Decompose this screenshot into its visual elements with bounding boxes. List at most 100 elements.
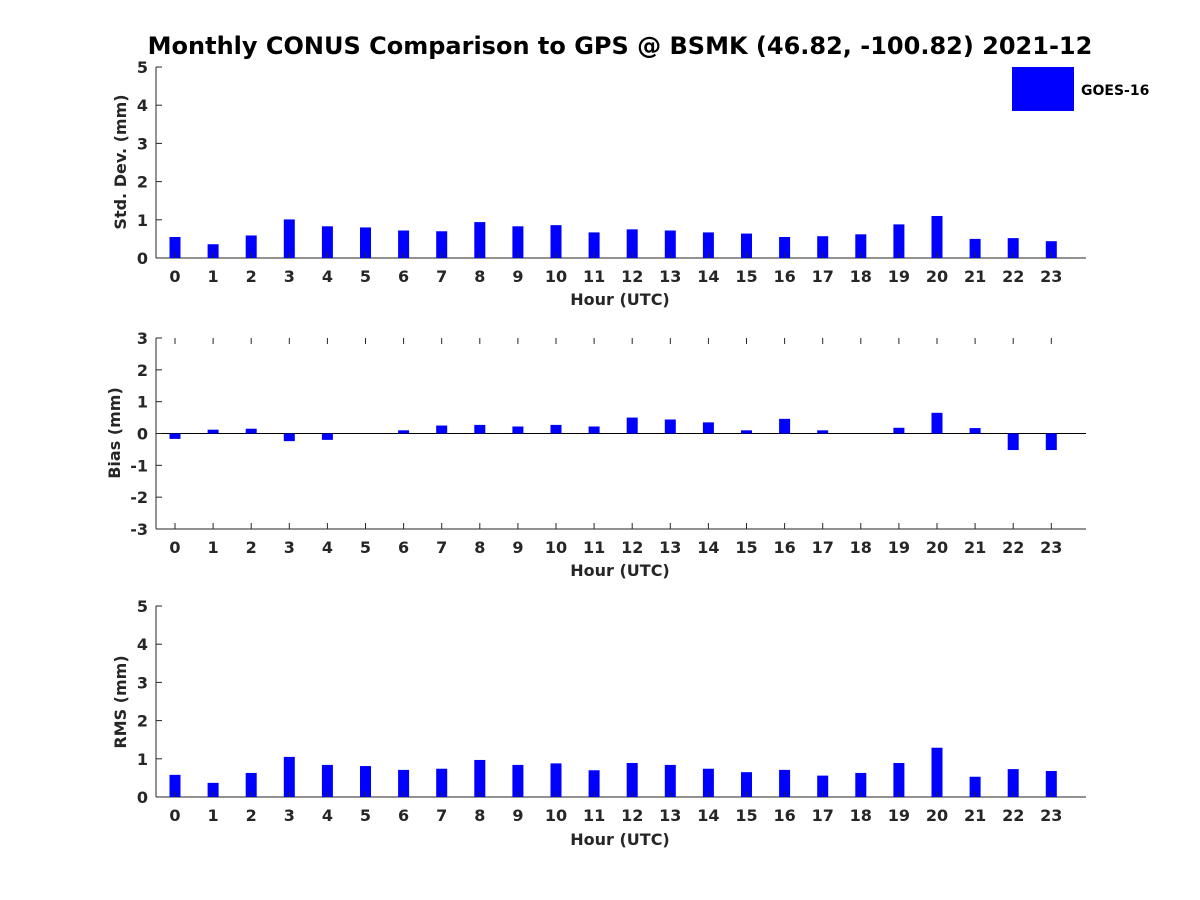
chart-title: Monthly CONUS Comparison to GPS @ BSMK (… <box>148 32 1093 60</box>
std-dev-x-tick-label: 9 <box>512 267 523 286</box>
std-dev-bar-hour-8 <box>474 222 486 258</box>
std-dev-x-tick-label: 7 <box>436 267 447 286</box>
rms-bar-hour-9 <box>512 764 524 797</box>
rms-bar-hour-5 <box>360 766 371 797</box>
std-dev-x-tick-label: 15 <box>735 267 757 286</box>
std-dev-bar-hour-17 <box>817 236 829 258</box>
bias-bar-hour-8 <box>474 424 486 434</box>
rms-y-tick-label: 5 <box>137 597 148 616</box>
std-dev-x-tick-label: 13 <box>659 267 681 286</box>
bias-y-tick-label: -1 <box>130 456 148 475</box>
rms-x-tick-label: 0 <box>169 806 180 825</box>
std-dev-bar-hour-1 <box>207 244 219 258</box>
rms-y-tick-label: 3 <box>137 673 148 692</box>
bias-x-tick-label: 18 <box>850 538 872 557</box>
std-dev-bar-hour-11 <box>588 232 600 258</box>
rms-bar-hour-15 <box>741 772 752 797</box>
std-dev-bar-hour-2 <box>245 235 257 258</box>
std-dev-x-tick-label: 3 <box>284 267 295 286</box>
std-dev-x-tick-label: 6 <box>398 267 409 286</box>
std-dev-bar-hour-20 <box>931 215 943 258</box>
bias-x-tick-label: 12 <box>621 538 643 557</box>
rms-x-tick-label: 4 <box>322 806 333 825</box>
bias-bar-hour-11 <box>588 426 600 434</box>
rms-bar-hour-7 <box>436 768 448 797</box>
bias-x-tick-label: 13 <box>659 538 681 557</box>
rms-x-tick-label: 23 <box>1040 806 1062 825</box>
bias-x-tick-label: 11 <box>583 538 605 557</box>
rms-x-tick-label: 11 <box>583 806 605 825</box>
bias-bar-hour-19 <box>893 427 905 434</box>
rms-bar-hour-3 <box>283 756 295 797</box>
bias-x-tick-label: 23 <box>1040 538 1062 557</box>
rms-bar-hour-13 <box>664 764 676 797</box>
std-dev-x-tick-label: 11 <box>583 267 605 286</box>
rms-x-tick-label: 21 <box>964 806 986 825</box>
rms-x-tick-label: 6 <box>398 806 409 825</box>
bias-bar-hour-1 <box>207 429 219 434</box>
bias-bar-hour-14 <box>702 422 714 434</box>
std-dev-y-tick-label: 1 <box>137 211 148 230</box>
std-dev-bar-hour-9 <box>512 226 524 258</box>
std-dev-y-tick-label: 5 <box>137 58 148 77</box>
std-dev-bar-hour-13 <box>664 230 676 258</box>
std-dev-x-tick-label: 4 <box>322 267 333 286</box>
rms-x-tick-label: 14 <box>697 806 719 825</box>
bias-x-tick-label: 14 <box>697 538 719 557</box>
bias-y-tick-label: 3 <box>137 329 148 348</box>
bias-ylabel: Bias (mm) <box>105 387 124 479</box>
std-dev-bar-hour-19 <box>893 224 905 258</box>
bias-bar-hour-16 <box>779 418 791 434</box>
rms-x-tick-label: 17 <box>812 806 834 825</box>
rms-y-tick-label: 0 <box>137 788 148 807</box>
bias-x-tick-label: 15 <box>735 538 757 557</box>
std-dev-bar-hour-12 <box>626 229 638 258</box>
rms-x-tick-label: 18 <box>850 806 872 825</box>
std-dev-bar-hour-10 <box>550 225 562 258</box>
rms-bar-hour-6 <box>398 769 410 797</box>
rms-x-tick-label: 19 <box>888 806 910 825</box>
std-dev-bar-hour-21 <box>969 238 981 258</box>
std-dev-bar-hour-6 <box>398 230 410 258</box>
rms-x-tick-label: 5 <box>360 806 371 825</box>
std-dev-x-tick-label: 0 <box>169 267 180 286</box>
bias-bar-hour-10 <box>550 424 562 434</box>
bias-bar-hour-22 <box>1007 433 1019 451</box>
bias-bar-hour-2 <box>245 428 257 434</box>
std-dev-bar-hour-15 <box>741 233 752 258</box>
bias-x-tick-label: 5 <box>360 538 371 557</box>
rms-bar-hour-1 <box>207 782 219 797</box>
rms-ylabel: RMS (mm) <box>111 655 130 748</box>
rms-x-tick-label: 12 <box>621 806 643 825</box>
rms-y-tick-label: 1 <box>137 750 148 769</box>
std-dev-x-tick-label: 17 <box>812 267 834 286</box>
std-dev-x-tick-label: 1 <box>208 267 219 286</box>
rms-bar-hour-2 <box>245 772 257 797</box>
std-dev-y-tick-label: 4 <box>137 96 148 115</box>
rms-bar-hour-0 <box>169 774 181 797</box>
rms-x-tick-label: 22 <box>1002 806 1024 825</box>
bias-y-tick-label: 0 <box>137 425 148 444</box>
rms-bar-hour-10 <box>550 763 562 797</box>
bias-x-tick-label: 0 <box>169 538 180 557</box>
rms-bar-hour-11 <box>588 770 600 797</box>
legend: GOES-16 <box>1012 67 1149 111</box>
bias-x-tick-label: 20 <box>926 538 948 557</box>
std-dev-bar-hour-14 <box>702 232 714 258</box>
bias-x-tick-label: 7 <box>436 538 447 557</box>
rms-bar-hour-8 <box>474 759 486 797</box>
std-dev-bar-hour-4 <box>321 226 333 258</box>
bias-y-tick-label: -3 <box>130 520 148 539</box>
std-dev-x-tick-label: 23 <box>1040 267 1062 286</box>
rms-x-tick-label: 15 <box>735 806 757 825</box>
rms-bar-hour-23 <box>1045 771 1057 797</box>
bias-bar-hour-21 <box>969 428 981 434</box>
bias-bar-hour-12 <box>626 417 638 434</box>
legend-swatch <box>1012 67 1074 111</box>
rms-bar-hour-16 <box>779 769 791 797</box>
rms-bar-hour-18 <box>855 772 867 797</box>
bias-x-tick-label: 1 <box>208 538 219 557</box>
bias-y-tick-label: 1 <box>137 393 148 412</box>
